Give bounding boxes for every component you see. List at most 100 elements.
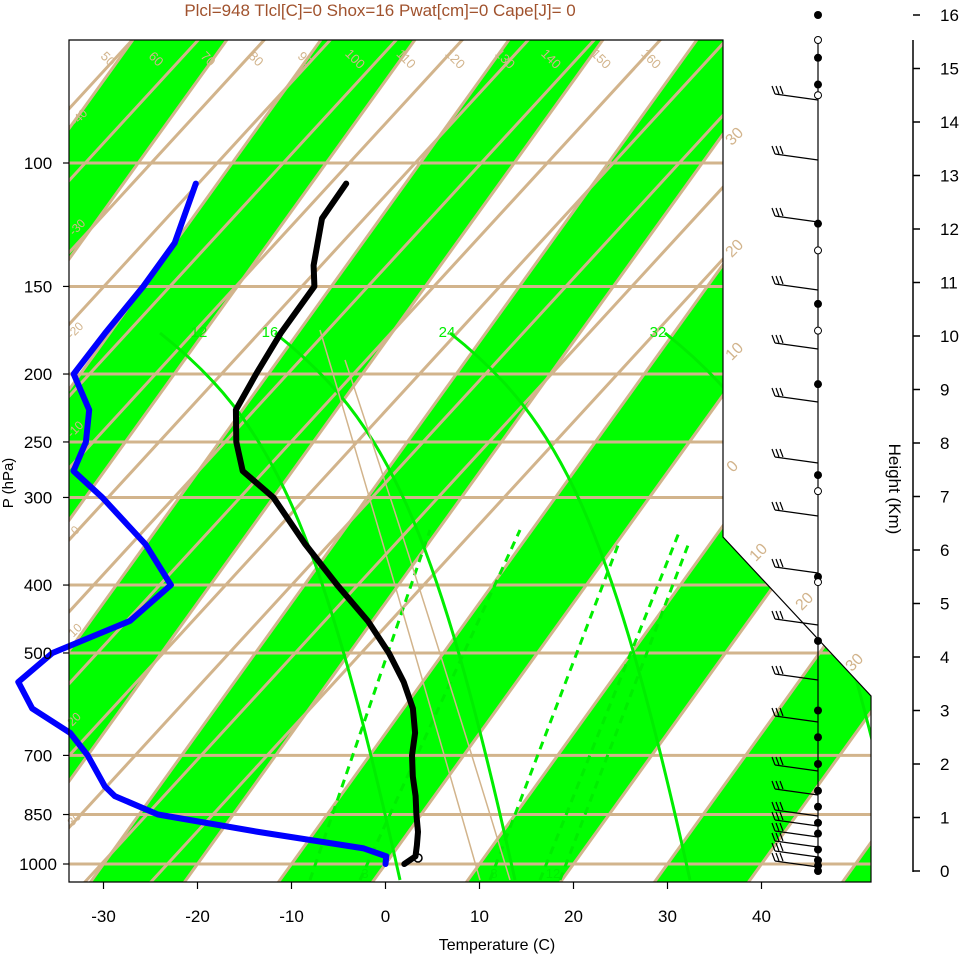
- wind-barb-feather: [771, 852, 776, 862]
- wind-barb-feather: [775, 334, 780, 344]
- wind-barb-feather: [779, 334, 784, 344]
- wind-barb: [774, 283, 819, 291]
- mixing-ratio-dashed: [538, 529, 682, 881]
- wind-barb: [774, 93, 819, 101]
- wind-barb-feather: [779, 852, 784, 862]
- wind-barb: [774, 850, 819, 858]
- wind-barb-feather: [771, 207, 776, 217]
- moist-adiabat-label: 3: [361, 866, 368, 881]
- wind-barb: [774, 566, 819, 574]
- isotherm-band: [69, 40, 430, 882]
- wind-barb-feather: [779, 558, 784, 568]
- height-marker-filled: [814, 53, 822, 62]
- wind-barb-feather: [775, 852, 780, 862]
- height-marker-top: [814, 36, 822, 44]
- isotherm-line: [69, 40, 431, 882]
- wind-barb-feather: [771, 801, 776, 811]
- height-tick-label: 3: [940, 702, 949, 721]
- isotherm-right-label: 10: [747, 540, 772, 565]
- temperature-tick-label: 30: [658, 907, 677, 926]
- isotherm-band: [76, 40, 806, 882]
- height-marker-filled: [814, 80, 822, 89]
- wind-barb-feather: [775, 387, 780, 397]
- wind-barb-feather: [771, 665, 776, 675]
- height-marker-filled: [814, 706, 822, 715]
- wind-barb-feather: [771, 334, 776, 344]
- mixing-ratio-line: [159, 331, 402, 881]
- pressure-tick-label: 400: [24, 576, 52, 595]
- isotherm-line: [69, 40, 337, 882]
- temperature-tick-label: 10: [470, 907, 489, 926]
- dry-adiabat-line: [69, 40, 555, 882]
- wind-barb: [774, 809, 819, 817]
- wind-barb-feather: [779, 665, 784, 675]
- wind-barb-feather: [771, 842, 776, 852]
- wind-barb-feather: [771, 756, 776, 766]
- wind-barb-feather: [779, 822, 784, 832]
- sounding-profiles: [15, 180, 423, 867]
- wind-barb-feather: [775, 448, 780, 458]
- moist-adiabat-lines: [319, 329, 511, 881]
- wind-barb-feather: [779, 448, 784, 458]
- height-tick-label: 8: [940, 434, 949, 453]
- pressure-tick-label: 1000: [19, 855, 57, 874]
- dry-adiabat-line: [69, 40, 357, 882]
- dry-adiabat-line: [69, 40, 423, 882]
- dry-adiabat-line: [69, 40, 753, 882]
- pressure-tick-label: 300: [24, 488, 52, 507]
- height-tick-label: 9: [940, 381, 949, 400]
- height-tick-label: 1: [940, 809, 949, 828]
- wind-barb: [774, 819, 819, 827]
- wind-barb-feather: [775, 610, 780, 620]
- dry-adiabat-label: 160: [638, 46, 664, 72]
- dry-adiabat-line: [0, 13, 25, 895]
- height-tick-label: 14: [940, 113, 959, 132]
- wind-barb-feather: [775, 665, 780, 675]
- isotherm-right-label: 20: [723, 236, 748, 261]
- height-marker-filled: [814, 219, 822, 228]
- wind-barb: [774, 153, 819, 161]
- wind-barb-feather: [775, 822, 780, 832]
- wind-barb-feather: [779, 832, 784, 842]
- mixing-ratio-line: [274, 331, 517, 881]
- mixing-ratio-dashed: [558, 539, 692, 881]
- wind-barb: [774, 618, 819, 626]
- height-marker-filled: [814, 829, 822, 838]
- wind-barb-feather: [779, 707, 784, 717]
- mixing-ratio-dashed: [308, 529, 432, 881]
- wind-barb-feather: [775, 85, 780, 95]
- wind-barb: [774, 830, 819, 838]
- height-tick-label: 15: [940, 60, 959, 79]
- temperature-profile: [232, 180, 421, 867]
- dry-adiabat-line: [69, 40, 819, 882]
- temperature-tick-label: -20: [185, 907, 210, 926]
- wind-barb-feather: [771, 275, 776, 285]
- pressure-tick-label: 200: [24, 365, 52, 384]
- wind-barb-feather: [779, 756, 784, 766]
- wind-barb: [774, 715, 819, 723]
- wind-barb-feather: [775, 780, 780, 790]
- height-marker-filled: [814, 11, 822, 19]
- wind-barb-feather: [771, 85, 776, 95]
- wind-barb-feather: [771, 448, 776, 458]
- dry-adiabat-label: 80: [246, 48, 267, 69]
- wind-barb: [774, 764, 819, 772]
- wind-barb: [774, 215, 819, 223]
- wind-barb-feather: [775, 275, 780, 285]
- temperature-tick-label: -30: [91, 907, 116, 926]
- wind-barb-feather: [775, 501, 780, 511]
- pressure-tick-label: 250: [24, 433, 52, 452]
- height-marker-filled: [814, 636, 822, 645]
- height-tick-label: 4: [940, 648, 949, 667]
- height-marker-open: [814, 326, 822, 335]
- height-tick-label: 12: [940, 220, 959, 239]
- y-axis-title: P (hPa): [0, 458, 17, 509]
- temperature-tick-label: -10: [279, 907, 304, 926]
- pressure-tick-label: 700: [24, 746, 52, 765]
- pressure-tick-label: 850: [24, 806, 52, 825]
- wind-barb-feather: [771, 832, 776, 842]
- wind-barb-feather: [779, 85, 784, 95]
- wind-barb-feather: [779, 780, 784, 790]
